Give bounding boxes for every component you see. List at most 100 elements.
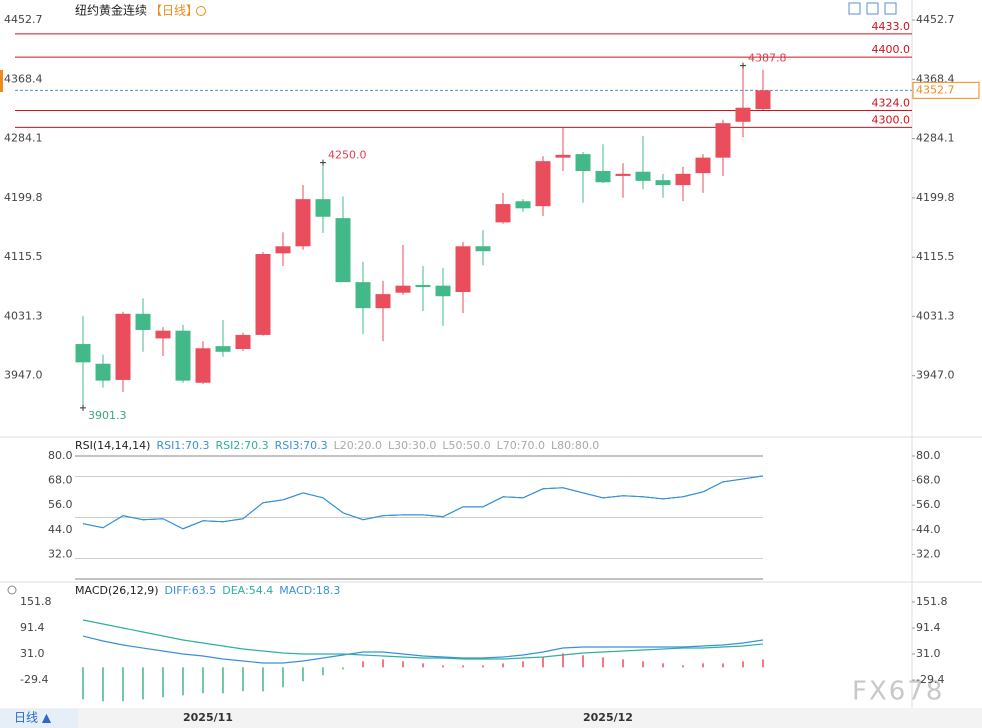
y-tick-label: 56.0 <box>916 498 941 511</box>
y-tick-label: 151.8 <box>20 595 52 608</box>
candle-body <box>615 173 631 176</box>
y-tick-label: 91.4 <box>916 621 941 634</box>
indicator-legend: MACD:18.3 <box>279 584 340 597</box>
candle-body <box>495 204 511 223</box>
candle-body <box>115 313 131 380</box>
watermark: FX678 <box>852 677 944 707</box>
y-tick-label: 44.0 <box>48 523 73 536</box>
candle-body <box>255 254 271 335</box>
add-icon[interactable] <box>196 6 206 16</box>
footer-bar <box>0 708 982 728</box>
candle-body <box>515 201 531 209</box>
indicator-legend: DEA:54.4 <box>222 584 273 597</box>
candle-body <box>715 123 731 158</box>
icon[interactable] <box>884 2 897 15</box>
y-tick-label: 4115.5 <box>4 250 43 263</box>
candle-body <box>95 363 111 381</box>
settings-icon[interactable] <box>7 585 17 595</box>
x-tick-label: 2025/12 <box>583 711 633 724</box>
candle-body <box>175 330 191 381</box>
y-tick-label: 3947.0 <box>4 369 43 382</box>
rsi-line <box>82 475 764 530</box>
y-tick-label: 68.0 <box>48 474 73 487</box>
indicator-legend: L20:20.0 <box>334 439 382 452</box>
candle-body <box>595 171 611 183</box>
y-tick-label: 4368.4 <box>4 72 43 85</box>
candle-body <box>695 157 711 174</box>
y-tick-label: 4031.3 <box>916 309 955 322</box>
y-tick-label: 31.0 <box>20 647 45 660</box>
side-marker <box>0 70 3 92</box>
candle-body <box>555 154 571 158</box>
icon[interactable] <box>866 2 879 15</box>
y-tick-label: 4284.1 <box>4 132 43 145</box>
candle-body <box>295 199 311 247</box>
indicator-legend: RSI(14,14,14) <box>75 439 150 452</box>
y-tick-label: -29.4 <box>916 673 944 686</box>
candle-body <box>275 246 291 254</box>
candle-body <box>395 285 411 293</box>
indicator-legend: L50:50.0 <box>442 439 490 452</box>
extreme-marker <box>320 159 326 166</box>
candle-body <box>475 246 491 252</box>
y-tick-label: 32.0 <box>48 547 73 560</box>
candle-body <box>755 90 771 110</box>
indicator-legend: MACD(26,12,9) <box>75 584 159 597</box>
last-price-box <box>912 81 980 99</box>
y-tick-label: 4199.8 <box>4 191 43 204</box>
indicator-legend: L30:30.0 <box>388 439 436 452</box>
indicator-legend: L70:70.0 <box>497 439 545 452</box>
candle-body <box>235 334 251 349</box>
indicator-legend: DIFF:63.5 <box>165 584 217 597</box>
candle-body <box>415 284 431 288</box>
candle-body <box>215 346 231 352</box>
candle-body <box>575 154 591 172</box>
indicator-legend: RSI3:70.3 <box>275 439 328 452</box>
candle-body <box>335 218 351 283</box>
icon[interactable] <box>848 2 861 15</box>
candle-body <box>375 294 391 309</box>
period-button[interactable] <box>0 709 78 728</box>
y-tick-label: 151.8 <box>916 595 948 608</box>
period-button-label[interactable]: 日线 ▲ <box>14 711 52 725</box>
y-tick-label: 4284.1 <box>916 132 955 145</box>
y-tick-label: 4452.7 <box>4 13 43 26</box>
y-tick-label: 44.0 <box>916 523 941 536</box>
candle-body <box>155 330 171 339</box>
extreme-label: 4250.0 <box>328 149 367 162</box>
x-tick-label: 2025/11 <box>183 711 233 724</box>
y-tick-label: 4199.8 <box>916 191 955 204</box>
indicator-legend: RSI1:70.3 <box>156 439 209 452</box>
candle-body <box>635 171 651 181</box>
y-tick-label: 68.0 <box>916 474 941 487</box>
price-level-label: 4433.0 <box>872 20 911 33</box>
extreme-label: 3901.3 <box>88 409 127 422</box>
y-tick-label: 4115.5 <box>916 250 955 263</box>
period-label[interactable]: 【日线】 <box>150 4 198 18</box>
y-tick-label: 91.4 <box>20 621 45 634</box>
candle-body <box>675 173 691 186</box>
candle-body <box>655 180 671 186</box>
macd-line <box>82 635 764 664</box>
candle-body <box>455 246 471 293</box>
last-price-label: 4352.7 <box>916 83 955 96</box>
price-level-label: 4400.0 <box>872 43 911 56</box>
price-level-label: 4300.0 <box>872 113 911 126</box>
y-tick-label: 80.0 <box>916 449 941 462</box>
indicator-legend: L80:80.0 <box>551 439 599 452</box>
price-level-label: 4324.0 <box>872 97 911 110</box>
toolbar-icons <box>848 2 897 15</box>
candle-body <box>535 161 551 207</box>
candle-body <box>315 199 331 217</box>
y-tick-label: 4452.7 <box>916 13 955 26</box>
candle-body <box>135 313 151 330</box>
y-tick-label: -29.4 <box>20 673 48 686</box>
macd-line <box>82 619 764 660</box>
indicator-legend: RSI2:70.3 <box>216 439 269 452</box>
candle-body <box>75 344 91 363</box>
y-tick-label: 31.0 <box>916 647 941 660</box>
candle-body <box>435 285 451 297</box>
